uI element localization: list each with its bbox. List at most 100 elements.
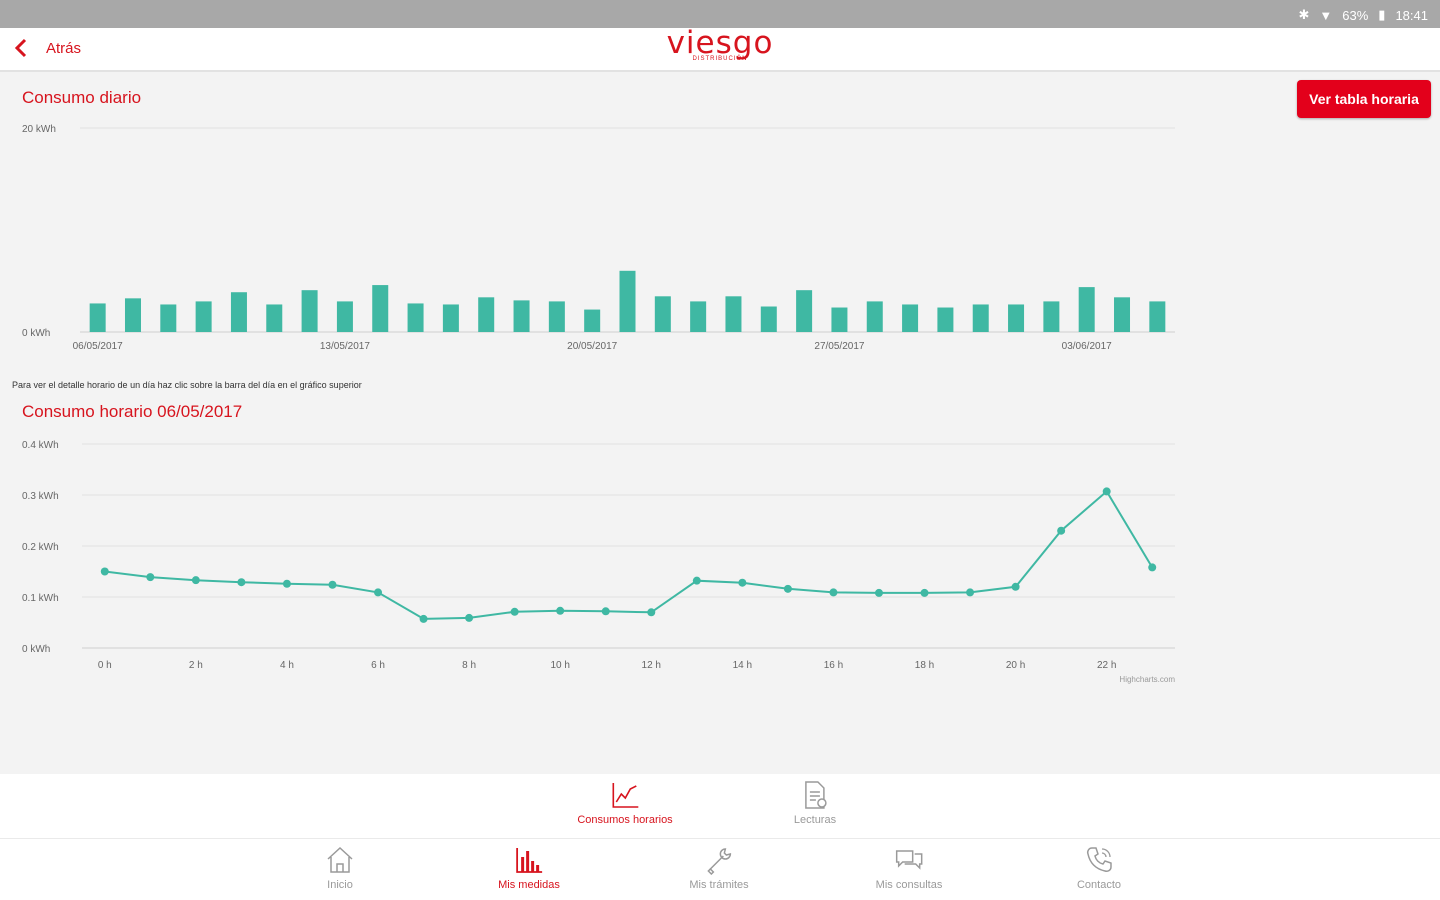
data-point: [920, 588, 929, 597]
wifi-icon: ▼: [1319, 7, 1333, 23]
bar[interactable]: [478, 297, 495, 332]
bar[interactable]: [831, 307, 848, 332]
bar[interactable]: [937, 307, 954, 332]
bar[interactable]: [407, 303, 424, 332]
viesgo-logo: viesgo DISTRIBUCIÓN: [0, 26, 1440, 62]
x-tick-label: 8 h: [462, 660, 476, 671]
data-point: [783, 584, 792, 593]
bar[interactable]: [725, 296, 742, 332]
bar[interactable]: [442, 304, 459, 332]
data-point: [191, 576, 200, 585]
sub-navigation: Consumos horarios Lecturas: [0, 774, 1440, 839]
bar[interactable]: [513, 300, 530, 332]
nav-label: Mis medidas: [498, 879, 560, 891]
y-tick-label: 0.2 kWh: [22, 542, 59, 553]
subnav-consumos-horarios[interactable]: Consumos horarios: [577, 780, 673, 826]
data-point: [1011, 582, 1020, 591]
bar[interactable]: [124, 298, 141, 332]
x-tick-label: 16 h: [824, 660, 843, 671]
nav-contacto[interactable]: Contacto: [1077, 845, 1121, 891]
phone-icon: [1087, 847, 1112, 872]
back-button[interactable]: Atrás: [14, 38, 81, 58]
bar[interactable]: [1008, 304, 1025, 332]
y-tick-label: 20 kWh: [22, 124, 56, 135]
bar[interactable]: [584, 309, 601, 332]
daily-title: Consumo diario: [22, 88, 142, 107]
daily-bar-chart[interactable]: 0 kWh 20 kWh 06/05/2017 13/05/2017 20/05/201…: [0, 112, 1200, 362]
chart-credits: Highcharts.com: [1119, 675, 1175, 684]
subnav-label: Consumos horarios: [577, 814, 673, 826]
chat-icon: [896, 850, 923, 870]
bar[interactable]: [972, 304, 989, 332]
logo-subtitle: DISTRIBUCIÓN: [692, 56, 748, 62]
back-label: Atrás: [46, 39, 82, 57]
x-tick-label: 20 h: [1006, 660, 1025, 671]
nav-mis-tramites[interactable]: Mis trámites: [689, 845, 749, 891]
x-tick-label: 06/05/2017: [73, 341, 123, 352]
bar[interactable]: [866, 301, 883, 332]
subnav-lecturas[interactable]: Lecturas: [794, 780, 836, 826]
bar[interactable]: [266, 304, 283, 332]
bar[interactable]: [796, 290, 813, 332]
bar[interactable]: [1078, 287, 1095, 332]
data-point: [556, 606, 565, 615]
data-point: [874, 588, 883, 597]
battery-level: 63%: [1342, 7, 1369, 23]
data-point: [100, 567, 109, 576]
chart-hint: Para ver el detalle horario de un día ha…: [12, 380, 362, 390]
bar[interactable]: [1149, 301, 1166, 332]
data-point: [829, 588, 838, 597]
y-tick-label: 0 kWh: [22, 644, 50, 655]
hourly-title: Consumo horario 06/05/2017: [22, 402, 243, 421]
data-point: [282, 579, 291, 588]
data-point: [510, 607, 519, 616]
bar[interactable]: [89, 303, 106, 332]
data-point: [1057, 526, 1066, 535]
subnav-label: Lecturas: [793, 814, 837, 826]
data-point: [966, 588, 975, 597]
bar[interactable]: [690, 301, 707, 332]
bar[interactable]: [654, 296, 671, 332]
data-point: [1148, 563, 1157, 572]
bar[interactable]: [619, 270, 636, 332]
bar[interactable]: [1114, 297, 1131, 332]
hourly-table-button[interactable]: Ver tabla horaria: [1297, 80, 1431, 118]
bar[interactable]: [760, 306, 777, 333]
data-point: [328, 580, 337, 589]
app-header: Atrás viesgo DISTRIBUCIÓN: [0, 26, 1440, 72]
y-tick-label: 0.1 kWh: [22, 593, 59, 604]
x-tick-label: 03/06/2017: [1062, 341, 1112, 352]
bar[interactable]: [372, 285, 389, 332]
bar-chart-icon: [516, 848, 542, 873]
x-tick-label: 20/05/2017: [567, 341, 617, 352]
x-tick-label: 4 h: [280, 660, 294, 671]
nav-label: Mis trámites: [689, 879, 749, 891]
bar[interactable]: [336, 301, 353, 332]
nav-mis-medidas[interactable]: Mis medidas: [498, 845, 560, 891]
clock: 18:41: [1395, 7, 1428, 23]
data-point: [146, 573, 155, 582]
series-line: [104, 489, 1154, 620]
main-content: Consumo diario Ver tabla horaria 0 kWh 20…: [0, 72, 1440, 772]
bar[interactable]: [902, 304, 919, 332]
bar[interactable]: [160, 304, 177, 332]
data-point: [419, 614, 428, 623]
bar[interactable]: [1043, 301, 1060, 332]
x-tick-label: 2 h: [189, 660, 203, 671]
logo-word: viesgo: [666, 25, 774, 61]
bar[interactable]: [195, 301, 212, 332]
x-tick-label: 12 h: [642, 660, 661, 671]
x-tick-label: 10 h: [550, 660, 569, 671]
bottom-navigation: Inicio Mis medidas Mis trámites Mis cons…: [0, 839, 1440, 900]
bar[interactable]: [230, 292, 247, 332]
y-tick-label: 0 kWh: [22, 328, 50, 339]
x-tick-label: 18 h: [915, 660, 934, 671]
hourly-line-chart: 0 kWh 0.1 kWh 0.2 kWh 0.3 kWh 0.4 kWh 0 h 2 h 4…: [22, 440, 1175, 684]
bar[interactable]: [301, 290, 318, 332]
nav-mis-consultas[interactable]: Mis consultas: [876, 845, 942, 891]
nav-inicio[interactable]: Inicio: [325, 845, 355, 891]
data-point: [647, 608, 656, 617]
bar[interactable]: [548, 301, 565, 332]
x-tick-label: 0 h: [98, 660, 112, 671]
battery-icon: ▮: [1378, 7, 1386, 22]
